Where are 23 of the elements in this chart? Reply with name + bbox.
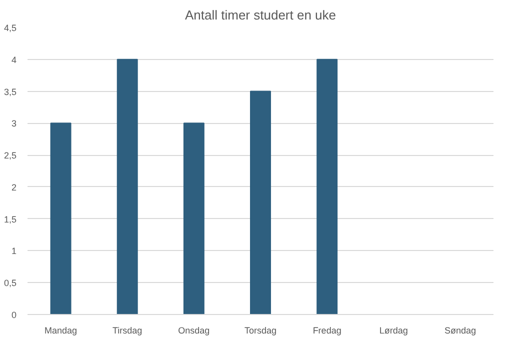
y-tick-label: 3,5 [4,86,17,97]
x-tick-label: Fredag [312,326,342,336]
y-tick-label: 2 [11,182,17,192]
y-tick-label: 1,5 [4,214,17,224]
y-tick-label: 3 [11,118,17,129]
x-tick-label: Søndag [444,326,476,336]
y-tick-label: 4 [11,54,17,65]
x-tick-label: Mandag [44,326,78,336]
y-tick-label: 1 [11,246,17,256]
x-tick-label: Onsdag [178,326,210,336]
x-tick-label: Torsdag [244,326,277,336]
bar [50,122,72,314]
bar [116,58,138,314]
chart-title: Antall timer studert en uke [184,8,336,22]
x-tick-label: Tirsdag [112,326,142,336]
bar [250,90,271,314]
x-tick-label: Lørdag [379,326,408,336]
y-tick-label: 2,5 [4,150,17,161]
bar [316,58,338,314]
y-tick-label: 0 [11,310,17,320]
y-tick-label: 0,5 [4,278,17,288]
bar [183,122,204,314]
y-tick-label: 4,5 [4,23,17,33]
